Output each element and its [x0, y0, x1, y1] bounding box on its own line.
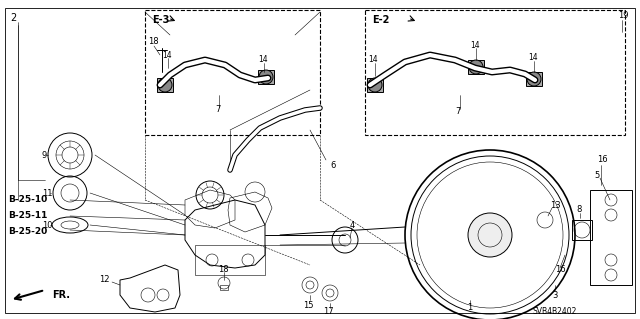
- Text: 14: 14: [162, 50, 172, 60]
- Text: 15: 15: [303, 300, 313, 309]
- Bar: [365, 10, 625, 135]
- Bar: [572, 220, 592, 240]
- Text: E-2: E-2: [372, 15, 389, 25]
- Bar: [367, 78, 383, 92]
- Bar: [258, 70, 274, 84]
- Text: 14: 14: [528, 54, 538, 63]
- Text: 11: 11: [42, 189, 52, 197]
- Text: 12: 12: [99, 276, 110, 285]
- Text: 6: 6: [330, 160, 335, 169]
- Circle shape: [368, 78, 382, 92]
- Text: 3: 3: [552, 291, 557, 300]
- Bar: [220, 285, 228, 290]
- Text: 18: 18: [218, 265, 228, 275]
- Text: 8: 8: [576, 205, 581, 214]
- Text: 17: 17: [323, 308, 333, 316]
- Circle shape: [158, 78, 172, 92]
- Bar: [145, 10, 320, 135]
- Bar: [468, 60, 484, 74]
- Text: 10: 10: [42, 220, 52, 229]
- Text: 7: 7: [455, 108, 460, 116]
- Circle shape: [468, 213, 512, 257]
- Text: 1: 1: [467, 303, 472, 313]
- Text: 9: 9: [42, 151, 47, 160]
- Text: 7: 7: [215, 106, 220, 115]
- Text: 16: 16: [597, 155, 607, 165]
- Circle shape: [259, 70, 273, 84]
- Text: 18: 18: [148, 38, 159, 47]
- Bar: [195, 245, 265, 275]
- Text: FR.: FR.: [52, 290, 70, 300]
- Text: 4: 4: [350, 220, 355, 229]
- Bar: [590, 190, 632, 285]
- Text: 16: 16: [555, 265, 566, 275]
- Text: 19: 19: [618, 11, 628, 20]
- Circle shape: [527, 72, 541, 86]
- Text: B-25-10: B-25-10: [8, 196, 47, 204]
- Circle shape: [469, 60, 483, 74]
- Text: B-25-20: B-25-20: [8, 227, 47, 236]
- Text: SVB4B2402: SVB4B2402: [533, 308, 577, 316]
- Text: 13: 13: [550, 201, 561, 210]
- Text: 14: 14: [470, 41, 479, 49]
- Text: 5: 5: [594, 170, 599, 180]
- Text: 14: 14: [258, 56, 268, 64]
- Bar: [526, 72, 542, 86]
- Text: E-3: E-3: [152, 15, 170, 25]
- Text: 14: 14: [368, 56, 378, 64]
- Text: 2: 2: [10, 13, 16, 23]
- Text: B-25-11: B-25-11: [8, 211, 47, 220]
- Bar: [157, 78, 173, 92]
